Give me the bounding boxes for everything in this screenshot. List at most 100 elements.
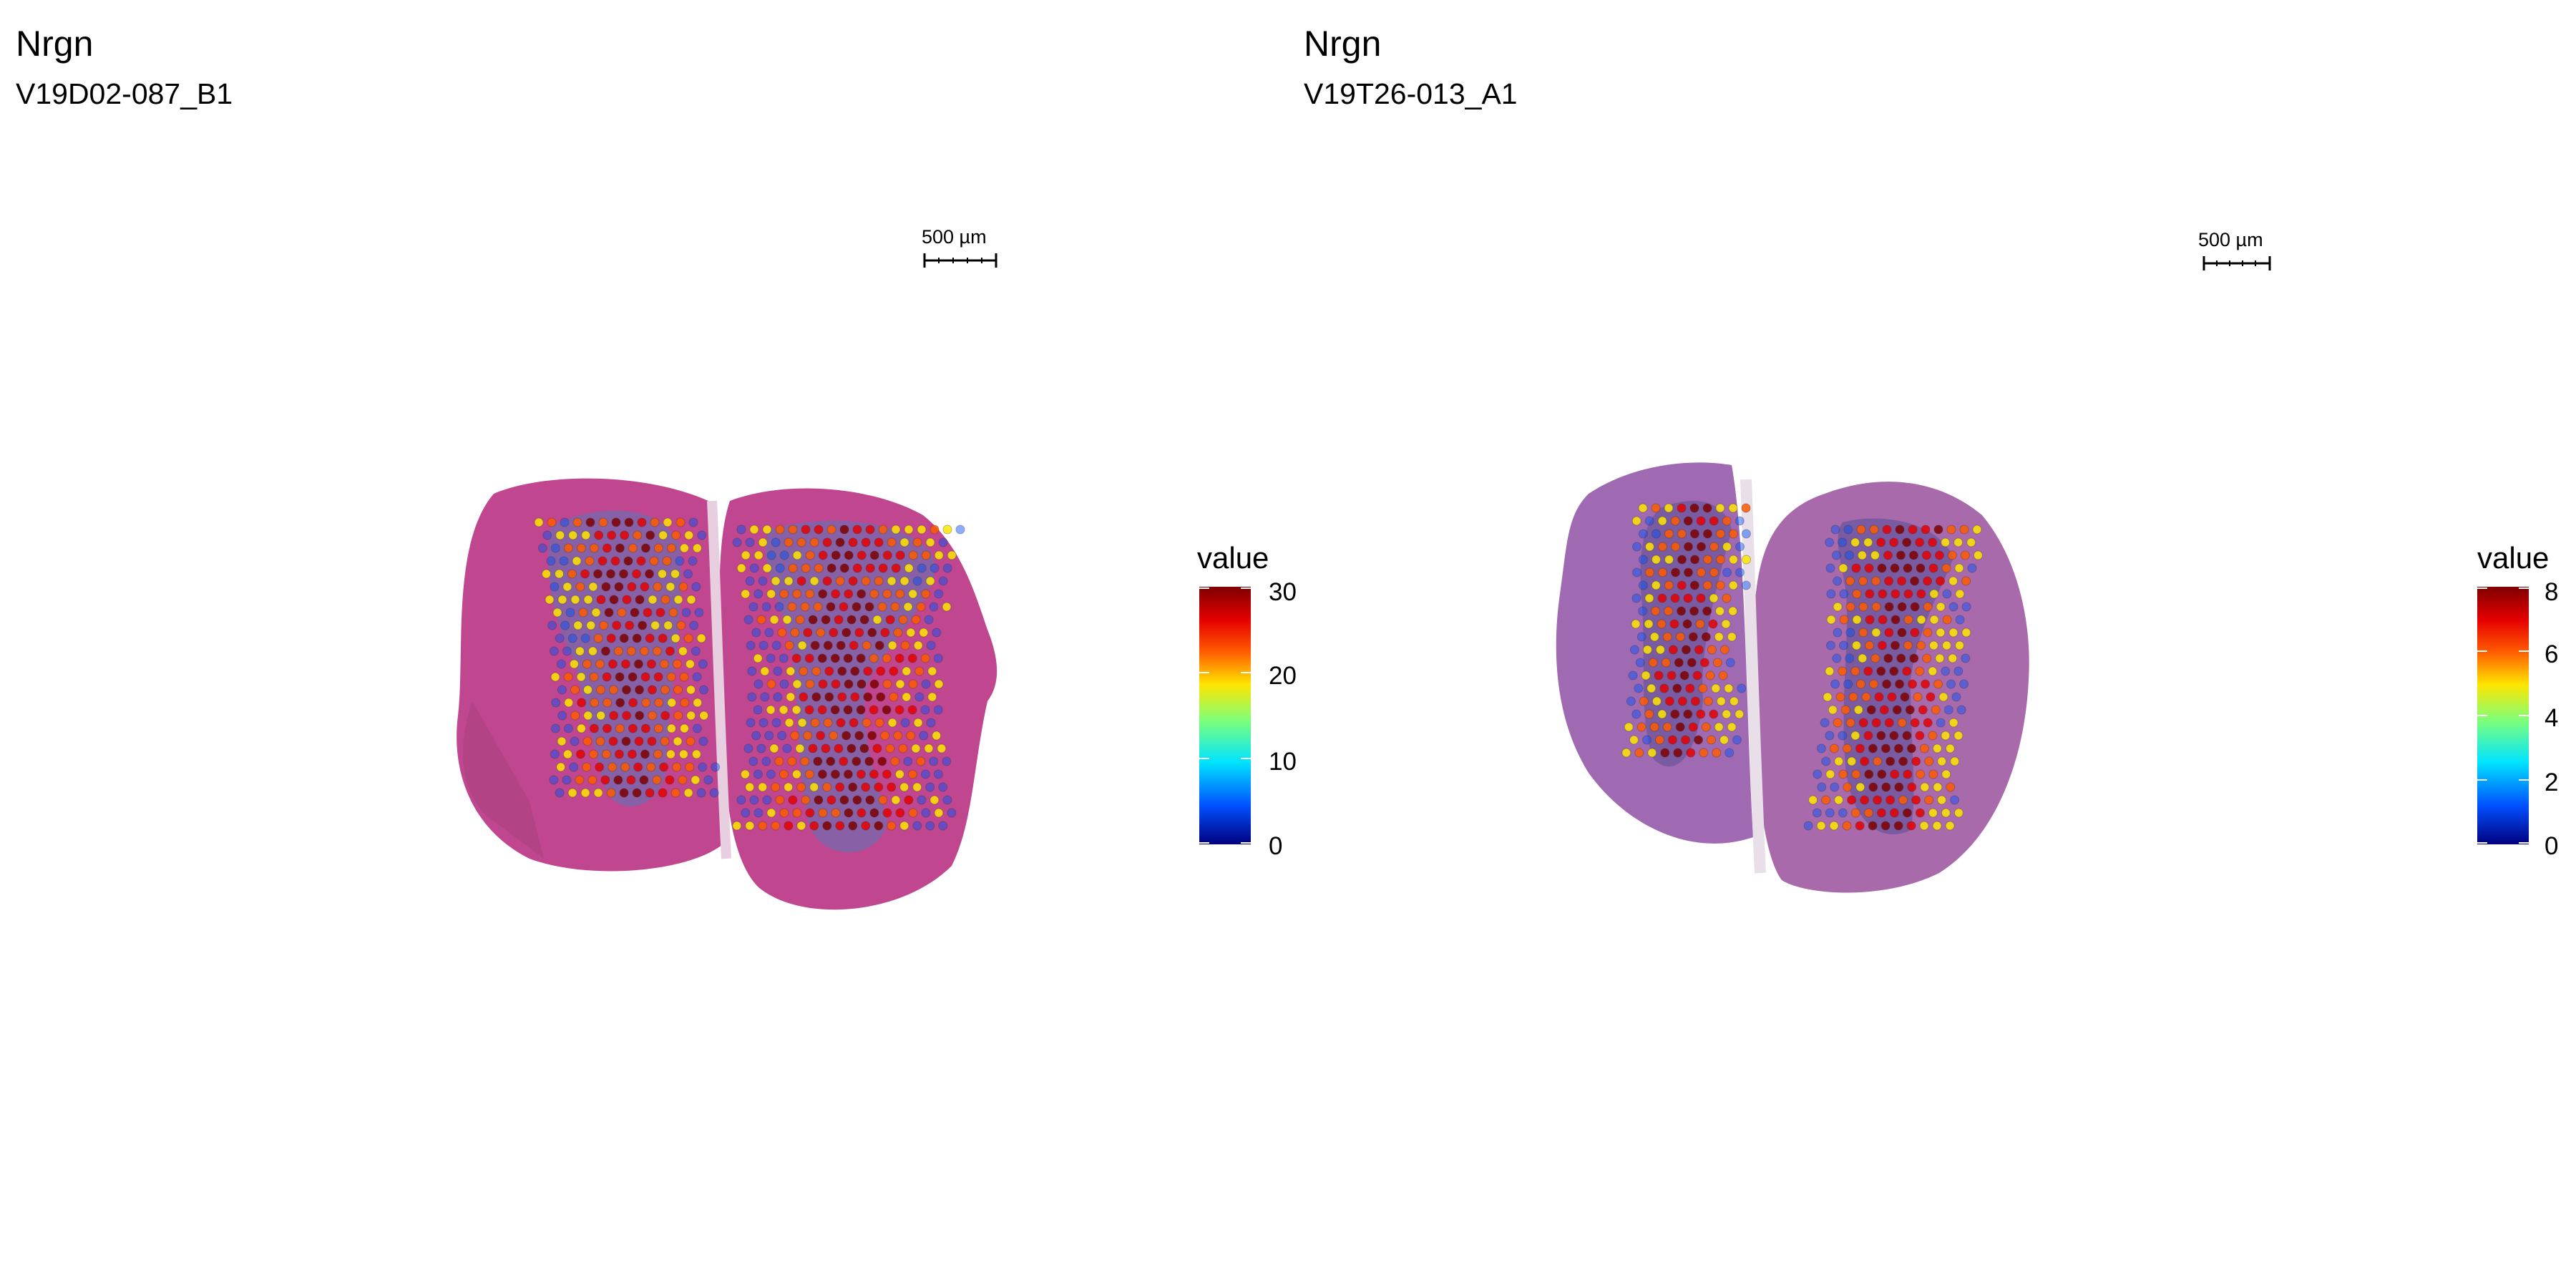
panel-2-spot — [1896, 653, 1906, 663]
panel-2-spot — [1652, 555, 1661, 565]
panel-1-spot — [863, 666, 873, 676]
panel-2-spot — [1919, 821, 1929, 831]
panel-1-spot — [831, 550, 841, 560]
panel-2-spot — [1718, 670, 1728, 680]
panel-1-spot — [821, 743, 831, 753]
panel-2-spot — [1843, 782, 1853, 792]
panel-1-spot — [756, 615, 766, 625]
panel-1-spot — [848, 782, 858, 792]
panel-2-spot — [1823, 692, 1833, 702]
panel-1-spot — [555, 569, 564, 579]
panel-1-spot — [630, 608, 640, 618]
panel-2-spot — [1953, 537, 1963, 547]
panel-1-spot — [594, 530, 604, 540]
panel-2-spot — [1711, 683, 1721, 693]
panel-2-spot — [1877, 769, 1887, 779]
panel-1-spot — [801, 563, 811, 573]
panel-2-spot — [1634, 748, 1644, 758]
panel-1-spot — [562, 646, 572, 656]
panel-1-spot — [926, 718, 936, 728]
panel-2-spot — [1857, 550, 1867, 560]
panel-1-spot — [818, 550, 828, 560]
panel-2-spot — [1674, 658, 1684, 668]
panel-1-spot — [848, 821, 858, 831]
panel-1-spot — [942, 795, 952, 805]
panel-2-spot — [1928, 666, 1938, 676]
panel-1-spot — [863, 692, 873, 702]
panel-2-spot — [1647, 748, 1657, 758]
panel-2-spot — [1941, 769, 1951, 779]
panel-1-spot — [686, 595, 696, 605]
panel-2-spot — [1868, 782, 1878, 792]
panel-1-spot — [784, 821, 794, 831]
panel-2-spot — [1825, 563, 1835, 573]
panel-2-spot — [1735, 516, 1745, 526]
panel-1-spot — [895, 679, 905, 689]
panel-1-spot — [617, 608, 627, 618]
panel-1-spot — [803, 731, 813, 741]
panel-2-spot — [1642, 735, 1652, 745]
panel-1-spot — [790, 628, 800, 638]
panel-1-spot — [663, 620, 673, 630]
panel-2-spot — [1820, 718, 1830, 728]
panel-1-spot — [601, 749, 611, 759]
panel-2-legend-tick: 2 — [2545, 769, 2559, 796]
panel-1-spot — [673, 685, 683, 695]
panel-1-spot — [601, 582, 611, 592]
panel-1-spot — [929, 602, 939, 612]
panel-2-spot — [1973, 550, 1983, 560]
panel-1-spot — [547, 517, 557, 527]
panel-1-spot — [622, 711, 632, 721]
panel-1-spot — [791, 705, 801, 715]
panel-2-spot — [1953, 731, 1963, 741]
panel-2-spot — [1712, 748, 1722, 758]
panel-2-spot — [1694, 735, 1703, 745]
panel-2-spot — [1915, 537, 1925, 547]
panel-1-spot — [852, 602, 862, 612]
panel-2-spot — [1943, 705, 1953, 715]
panel-2-spot — [1921, 679, 1931, 689]
panel-2-spot — [1816, 743, 1826, 753]
panel-1-spot — [857, 679, 867, 689]
panel-1-spot — [822, 782, 832, 792]
panel-1-spot — [660, 736, 670, 746]
panel-1-spot — [671, 530, 681, 540]
panel-1-spot — [934, 589, 944, 599]
panel-2-spot — [1707, 645, 1717, 655]
panel-1-spot — [639, 775, 649, 785]
panel-1-spot — [550, 543, 560, 553]
panel-2-spot — [1668, 645, 1678, 655]
panel-1-spot — [882, 679, 892, 689]
panel-1-spot — [628, 723, 638, 733]
panel-1-spot — [835, 782, 845, 792]
panel-1-spot — [900, 640, 910, 650]
panel-1-spot — [637, 517, 647, 527]
panel-1-spot — [854, 731, 864, 741]
panel-1-spot — [925, 537, 935, 547]
panel-1-spot — [900, 718, 910, 728]
panel-1-spot — [826, 602, 836, 612]
panel-2-spot — [1722, 709, 1732, 719]
panel-1-spot — [672, 659, 682, 669]
panel-2-spot — [1701, 722, 1711, 732]
panel-1-spot — [633, 659, 643, 669]
panel-1-spot — [658, 569, 667, 579]
panel-1-spot — [895, 589, 905, 599]
panel-1-spot — [810, 640, 820, 650]
panel-1-spot — [741, 550, 751, 560]
panel-2-spot — [1645, 542, 1654, 552]
panel-2-spot — [1868, 821, 1878, 831]
panel-2-spot — [1638, 503, 1648, 513]
panel-1-spot — [753, 808, 763, 818]
panel-2-spot — [1936, 576, 1946, 586]
panel-1-spot — [899, 576, 909, 586]
panel-1-spot — [803, 628, 813, 638]
panel-2-spot — [1929, 615, 1939, 625]
panel-1-spot — [732, 821, 742, 831]
panel-2-spot — [1924, 795, 1934, 805]
panel-1-spot — [753, 679, 763, 689]
panel-1-spot — [894, 769, 904, 779]
panel-2-spot — [1703, 696, 1713, 706]
panel-2-spot — [1953, 808, 1963, 818]
panel-2-spot — [1911, 795, 1921, 805]
